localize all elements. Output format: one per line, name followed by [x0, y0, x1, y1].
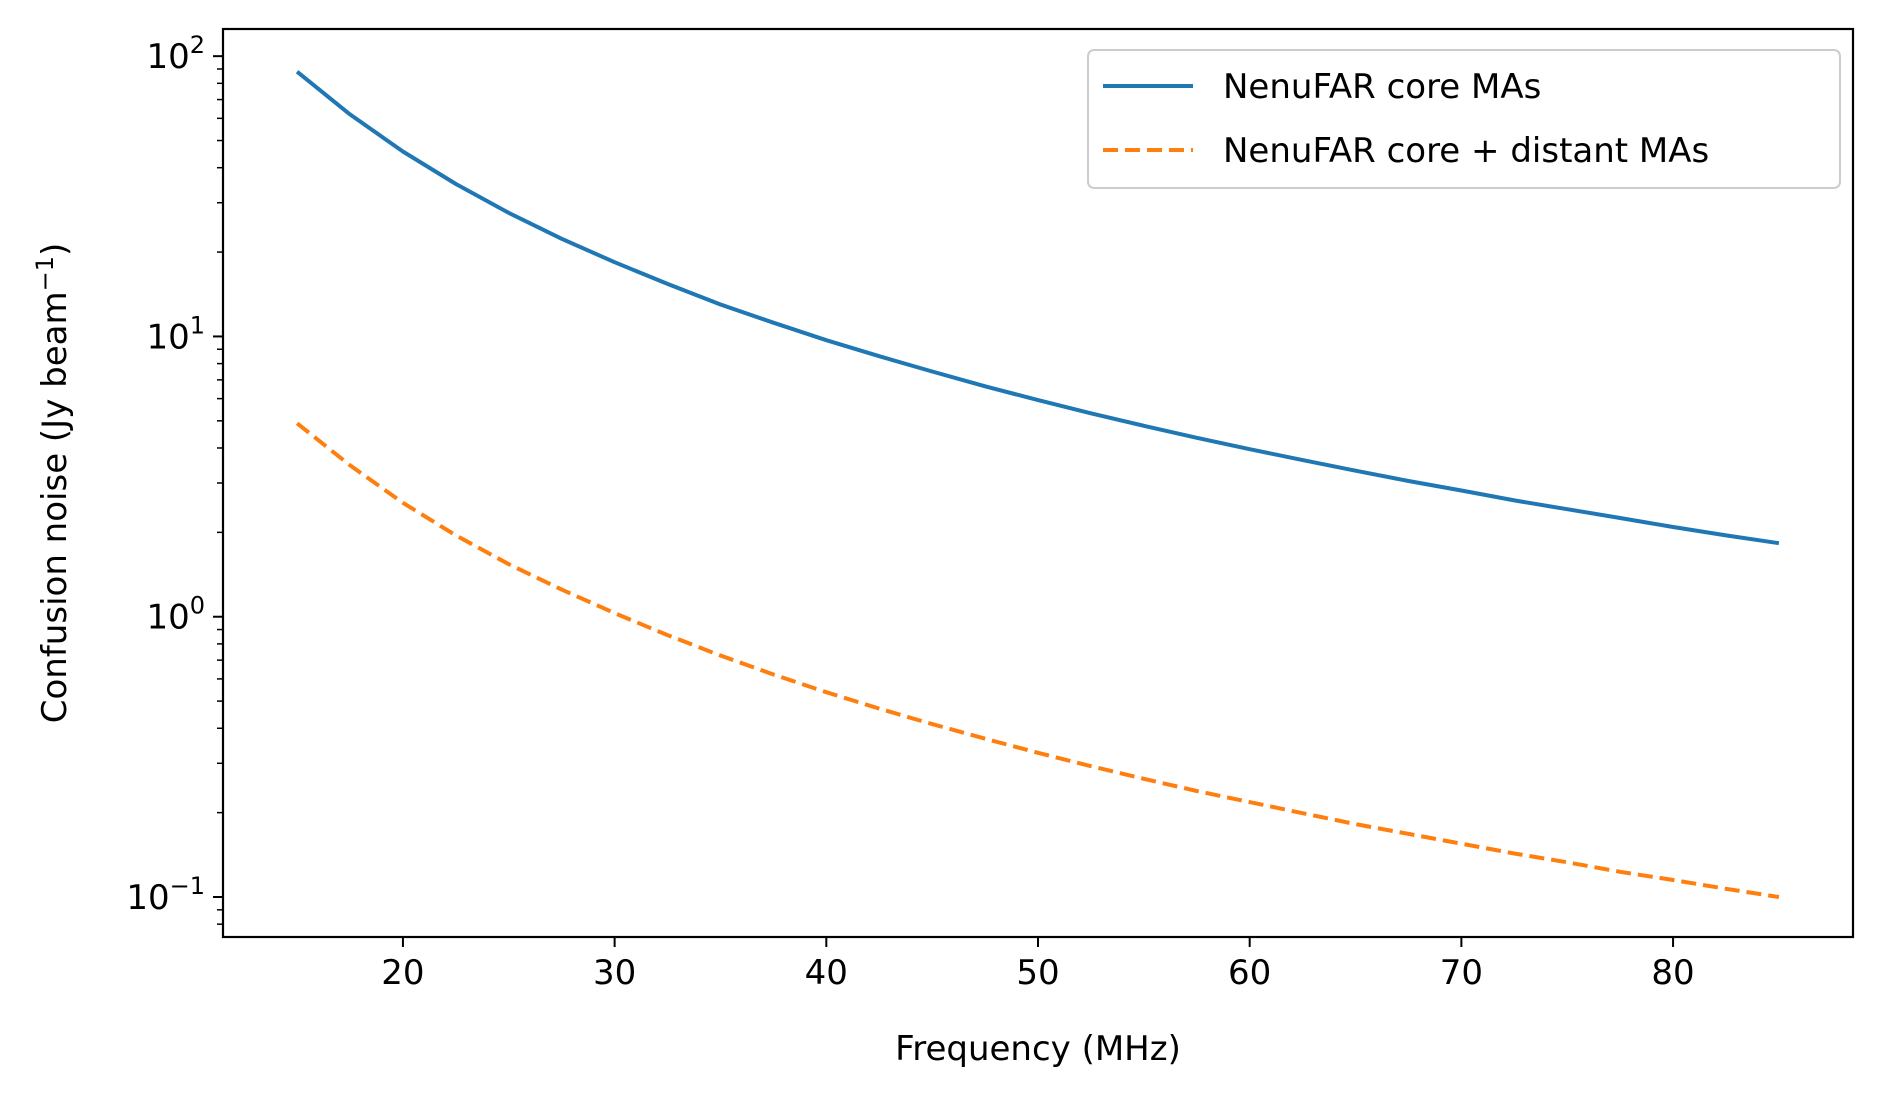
- x-tick-label: 80: [1651, 953, 1694, 993]
- x-tick-label: 60: [1228, 953, 1271, 993]
- x-tick-label: 40: [805, 953, 848, 993]
- y-axis-label: Confusion noise (Jy beam−1): [31, 243, 75, 724]
- x-tick-label: 50: [1016, 953, 1059, 993]
- y-axis-label-sup: −1: [31, 256, 59, 291]
- x-tick-label: 30: [593, 953, 636, 993]
- y-tick-label: 100: [146, 592, 205, 638]
- y-tick-label: 10−1: [126, 872, 205, 918]
- series-lines: [295, 70, 1780, 899]
- y-tick-label: 102: [146, 31, 205, 77]
- y-tick-label: 101: [146, 311, 205, 357]
- y-axis-label-close: ): [35, 243, 75, 256]
- legend-label-core: NenuFAR core MAs: [1223, 67, 1541, 107]
- series-line-core: [295, 70, 1780, 546]
- y-axis-ticks: 10−1 100 101 102: [126, 31, 223, 925]
- legend-box: [1087, 49, 1841, 189]
- x-axis-label: Frequency (MHz): [895, 1029, 1181, 1069]
- x-tick-label: 20: [381, 953, 424, 993]
- x-axis-ticks: 20 30 40 50 60 70 80: [381, 937, 1695, 993]
- legend-label-core-distant: NenuFAR core + distant MAs: [1223, 131, 1709, 171]
- y-axis-label-main: Confusion noise (Jy beam: [35, 291, 75, 723]
- legend: NenuFAR core MAs NenuFAR core + distant …: [1087, 49, 1841, 189]
- x-tick-label: 70: [1440, 953, 1483, 993]
- series-line-core-distant: [295, 421, 1780, 899]
